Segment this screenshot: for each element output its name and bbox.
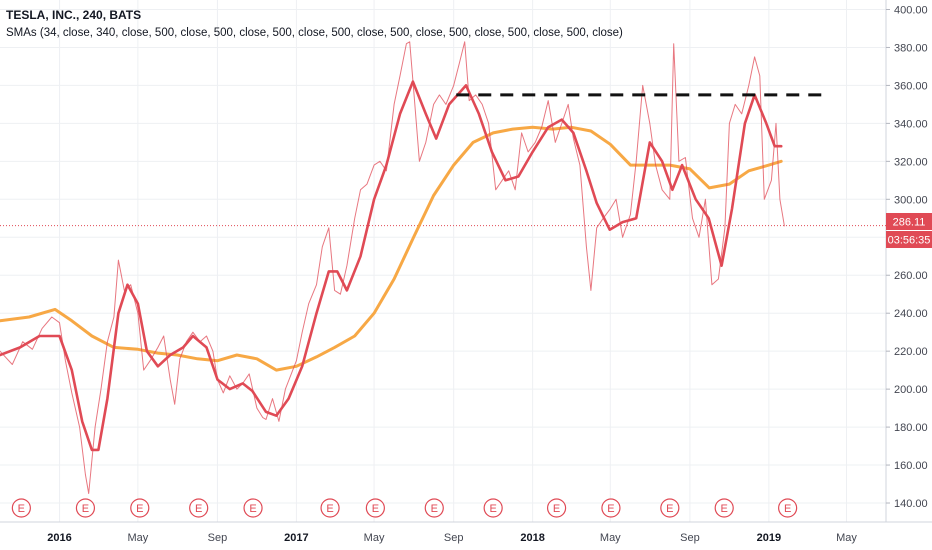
earnings-marker-label: E [666, 503, 673, 515]
earnings-marker-label: E [136, 503, 143, 515]
earnings-marker-circle [130, 498, 150, 518]
earnings-marker-label: E [249, 503, 256, 515]
y-tick-label: 140.00 [894, 498, 928, 510]
earnings-marker-label: E [18, 503, 25, 515]
price-badge-value: 286.11 [893, 217, 926, 229]
grid [0, 0, 886, 522]
earnings-marker-label: E [489, 503, 496, 515]
y-tick-label: 180.00 [894, 422, 928, 434]
x-tick-label: 2016 [47, 532, 71, 544]
earnings-marker[interactable]: E [660, 498, 680, 518]
earnings-marker[interactable]: E [189, 498, 209, 518]
chart-title: TESLA, INC., 240, BATS [6, 8, 141, 22]
series-layer [0, 41, 785, 494]
earnings-marker-label: E [784, 503, 791, 515]
x-tick-label: Sep [444, 532, 464, 544]
earnings-marker-circle [365, 498, 385, 518]
earnings-marker-circle [75, 498, 96, 518]
x-tick-label: 2017 [284, 532, 308, 544]
x-tick-label: 2018 [520, 532, 544, 544]
price-badge [886, 213, 932, 230]
x-tick-label: May [127, 532, 148, 544]
y-tick-label: 300.00 [894, 194, 928, 206]
earnings-marker-circle [11, 498, 31, 518]
x-tick-label: Sep [208, 532, 228, 544]
y-tick-label: 220.00 [894, 346, 928, 358]
x-axis: 2016 May Sep 2017 May Sep 2018 May Sep 2019 May [47, 532, 857, 544]
earnings-marker-circle [424, 498, 444, 518]
y-tick-label: 320.00 [894, 156, 928, 168]
countdown-value: 03:56:35 [888, 235, 931, 247]
earnings-marker-circle [601, 498, 621, 518]
earnings-marker-label: E [607, 503, 614, 515]
earnings-marker[interactable]: E [243, 498, 263, 518]
sma-fast-line [0, 80, 783, 452]
earnings-marker-circle [546, 498, 567, 518]
earnings-marker[interactable]: E [320, 498, 340, 518]
countdown-badge [886, 231, 932, 248]
x-tick-label: May [600, 532, 621, 544]
price-series-line [0, 41, 785, 494]
earnings-marker[interactable]: E [11, 498, 31, 518]
x-tick-label: May [836, 532, 857, 544]
y-tick-label: 240.00 [894, 308, 928, 320]
x-tick-label: Sep [680, 532, 700, 544]
indicator-legend[interactable]: SMAs (34, close, 340, close, 500, close,… [6, 27, 623, 39]
y-tick-label: 160.00 [894, 460, 928, 472]
earnings-marker-circle [778, 498, 798, 518]
earnings-marker-circle [243, 498, 263, 518]
y-tick-label: 400.00 [894, 4, 928, 16]
earnings-marker-circle [714, 498, 734, 518]
earnings-marker-label: E [82, 503, 89, 515]
y-tick-label: 340.00 [894, 118, 928, 130]
earnings-marker-circle [483, 498, 503, 518]
y-tick-label: 380.00 [894, 42, 928, 54]
earnings-marker[interactable]: E [424, 498, 444, 518]
earnings-marker-circle [320, 498, 340, 518]
earnings-marker[interactable]: E [483, 498, 503, 518]
earnings-marker-label: E [553, 503, 560, 515]
y-axis: 140.00 160.00 180.00 200.00 220.00 240.00 260.… [886, 4, 928, 510]
earnings-marker[interactable]: E [365, 498, 385, 518]
earnings-marker-label: E [195, 503, 202, 515]
earnings-marker-circle [189, 498, 209, 518]
earnings-marker[interactable]: E [130, 498, 150, 518]
earnings-marker[interactable]: E [714, 498, 734, 518]
y-tick-label: 360.00 [894, 80, 928, 92]
earnings-marker-label: E [372, 503, 379, 515]
y-tick-label: 200.00 [894, 384, 928, 396]
earnings-marker-circle [660, 498, 680, 518]
x-tick-label: 2019 [757, 532, 781, 544]
earnings-marker-label: E [721, 503, 728, 515]
x-tick-label: May [364, 532, 385, 544]
earnings-marker[interactable]: E [75, 498, 96, 518]
earnings-marker-label: E [431, 503, 438, 515]
earnings-marker[interactable]: E [601, 498, 621, 518]
y-tick-label: 260.00 [894, 270, 928, 282]
earnings-marker[interactable]: E [778, 498, 798, 518]
earnings-marker[interactable]: E [546, 498, 567, 518]
earnings-marker-label: E [326, 503, 333, 515]
